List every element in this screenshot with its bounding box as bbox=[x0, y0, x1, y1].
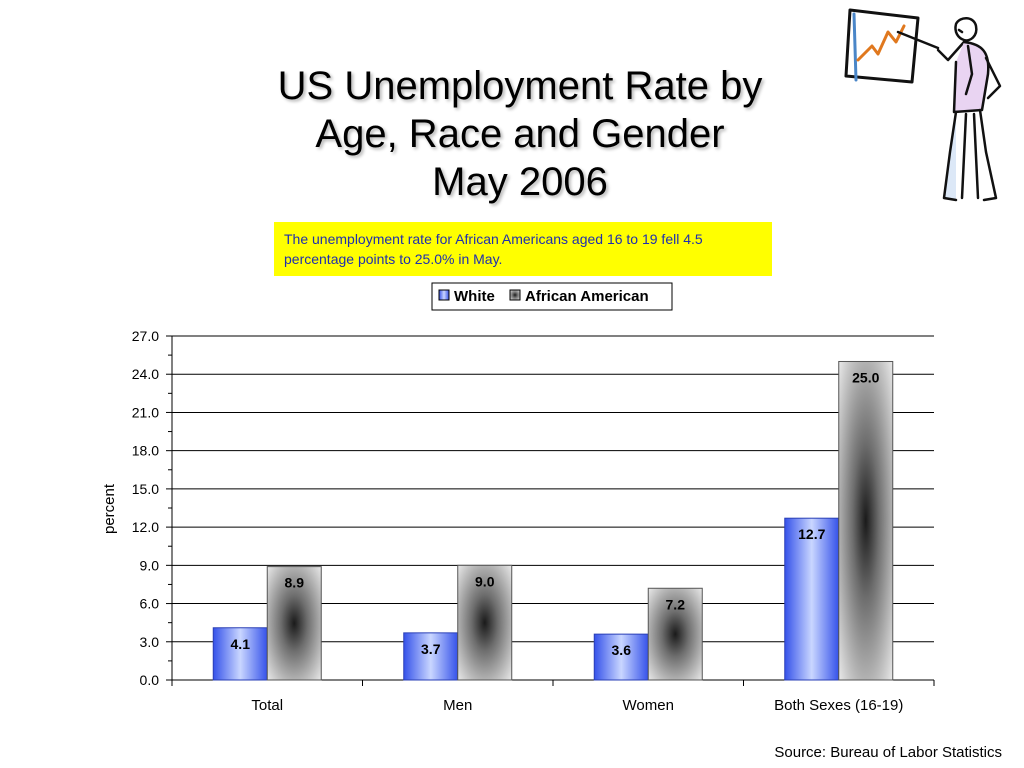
y-tick-label: 27.0 bbox=[132, 328, 159, 344]
y-tick-label: 9.0 bbox=[140, 557, 160, 573]
data-label: 3.6 bbox=[612, 642, 632, 658]
title-line: US Unemployment Rate by bbox=[277, 64, 763, 108]
data-label: 3.7 bbox=[421, 641, 441, 657]
x-category-label: Total bbox=[251, 697, 283, 714]
y-tick-label: 3.0 bbox=[140, 634, 160, 650]
legend-label-african-american: African American bbox=[525, 288, 649, 305]
slide-title: US Unemployment Rate by Age, Race and Ge… bbox=[200, 62, 840, 206]
unemployment-bar-chart: White African American percent 0.0 3.0 6.0… bbox=[101, 282, 935, 714]
y-tick-label: 6.0 bbox=[140, 596, 160, 612]
y-tick-label: 24.0 bbox=[132, 366, 159, 382]
bar-white bbox=[403, 632, 459, 681]
bar-white bbox=[784, 517, 840, 681]
y-axis-title: percent bbox=[101, 483, 118, 534]
callout-text: The unemployment rate for African Americ… bbox=[284, 231, 703, 267]
x-category-label: Men bbox=[443, 697, 472, 714]
data-label: 4.1 bbox=[231, 636, 251, 652]
bar-white bbox=[212, 627, 268, 681]
legend-swatch-african-american bbox=[509, 289, 521, 301]
bar-white bbox=[593, 633, 649, 681]
y-tick-label: 15.0 bbox=[132, 481, 159, 497]
callout-box: The unemployment rate for African Americ… bbox=[274, 222, 772, 276]
bar-african-american bbox=[838, 360, 894, 681]
data-label: 12.7 bbox=[798, 526, 825, 542]
data-label: 8.9 bbox=[285, 575, 305, 591]
bar-african-american bbox=[266, 566, 322, 681]
x-category-label: Women bbox=[623, 697, 674, 714]
source-note: Source: Bureau of Labor Statistics bbox=[774, 744, 1002, 761]
y-tick-label: 0.0 bbox=[140, 672, 160, 688]
legend-label-white: White bbox=[454, 288, 495, 305]
y-tick-label: 12.0 bbox=[132, 519, 159, 535]
presenter-with-chart-icon bbox=[844, 8, 1002, 202]
legend-swatch-white bbox=[438, 289, 450, 301]
legend-box bbox=[431, 282, 673, 311]
y-tick-label: 21.0 bbox=[132, 404, 159, 420]
legend: White African American bbox=[431, 282, 673, 311]
title-line: Age, Race and Gender bbox=[315, 112, 725, 156]
bar-african-american bbox=[457, 564, 513, 681]
bar-african-american bbox=[647, 587, 703, 681]
title-line: May 2006 bbox=[432, 160, 608, 204]
x-category-label: Both Sexes (16-19) bbox=[774, 697, 903, 714]
plot-area: 0.0 3.0 6.0 9.0 12.0 15.0 18.0 21.0 24.0 27.0 Tota… bbox=[132, 328, 935, 714]
data-label: 25.0 bbox=[852, 369, 879, 385]
data-label: 7.2 bbox=[666, 596, 686, 612]
y-tick-label: 18.0 bbox=[132, 443, 159, 459]
data-label: 9.0 bbox=[475, 573, 495, 589]
